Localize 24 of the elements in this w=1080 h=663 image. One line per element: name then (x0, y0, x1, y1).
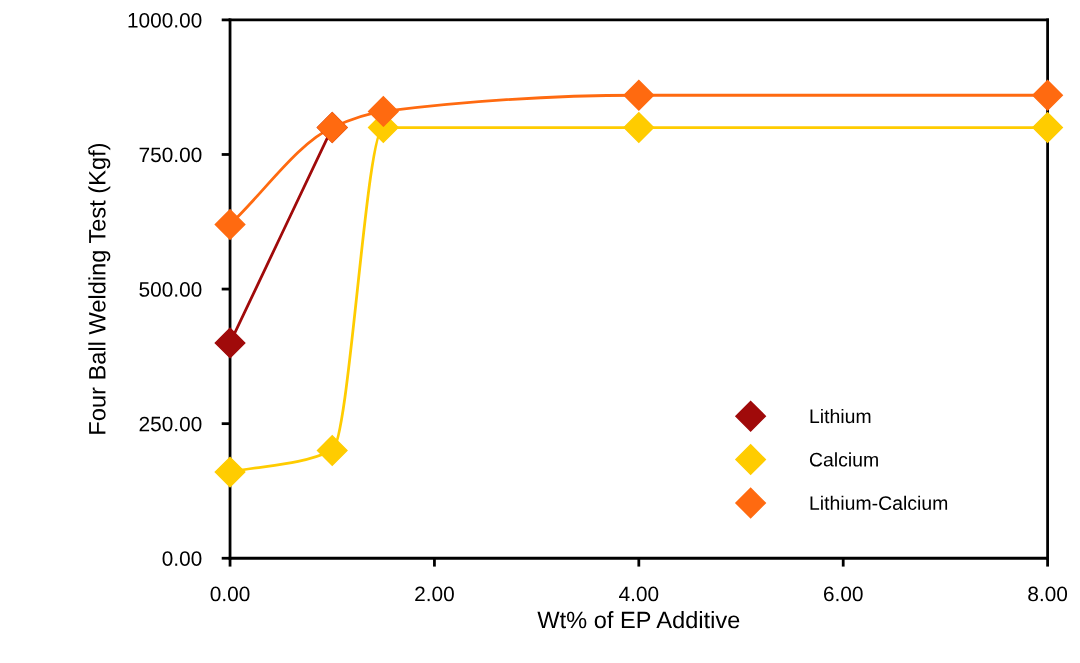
point (623, 79, 655, 111)
point (623, 112, 655, 143)
y-tick-label: 500.00 (139, 282, 202, 297)
point (214, 456, 246, 488)
point (316, 435, 348, 467)
y-axis-title: Four Ball Welding Test (Kgf) (88, 143, 111, 434)
point (1032, 79, 1064, 111)
point (1032, 112, 1064, 143)
point (367, 95, 399, 127)
x-axis-title: Wt% of EP Additive (537, 611, 740, 629)
point (214, 209, 246, 240)
y-tick-label: 0.00 (162, 551, 202, 566)
legend-label: Calcium (809, 452, 878, 467)
x-tick-label: 4.00 (619, 586, 659, 602)
x-tick-label: 0.00 (210, 586, 250, 602)
y-tick-label: 1000.00 (128, 12, 202, 28)
x-tick-label: 8.00 (1028, 586, 1068, 602)
y-tick-label: 750.00 (139, 147, 202, 163)
y-tick-label: 250.00 (139, 416, 202, 432)
x-tick-label: 2.00 (415, 586, 454, 602)
legend-label: Lithium (810, 408, 871, 424)
point (214, 327, 246, 359)
x-tick-label: 6.00 (824, 586, 863, 602)
legend-label: Lithium-Calcium (810, 495, 948, 510)
